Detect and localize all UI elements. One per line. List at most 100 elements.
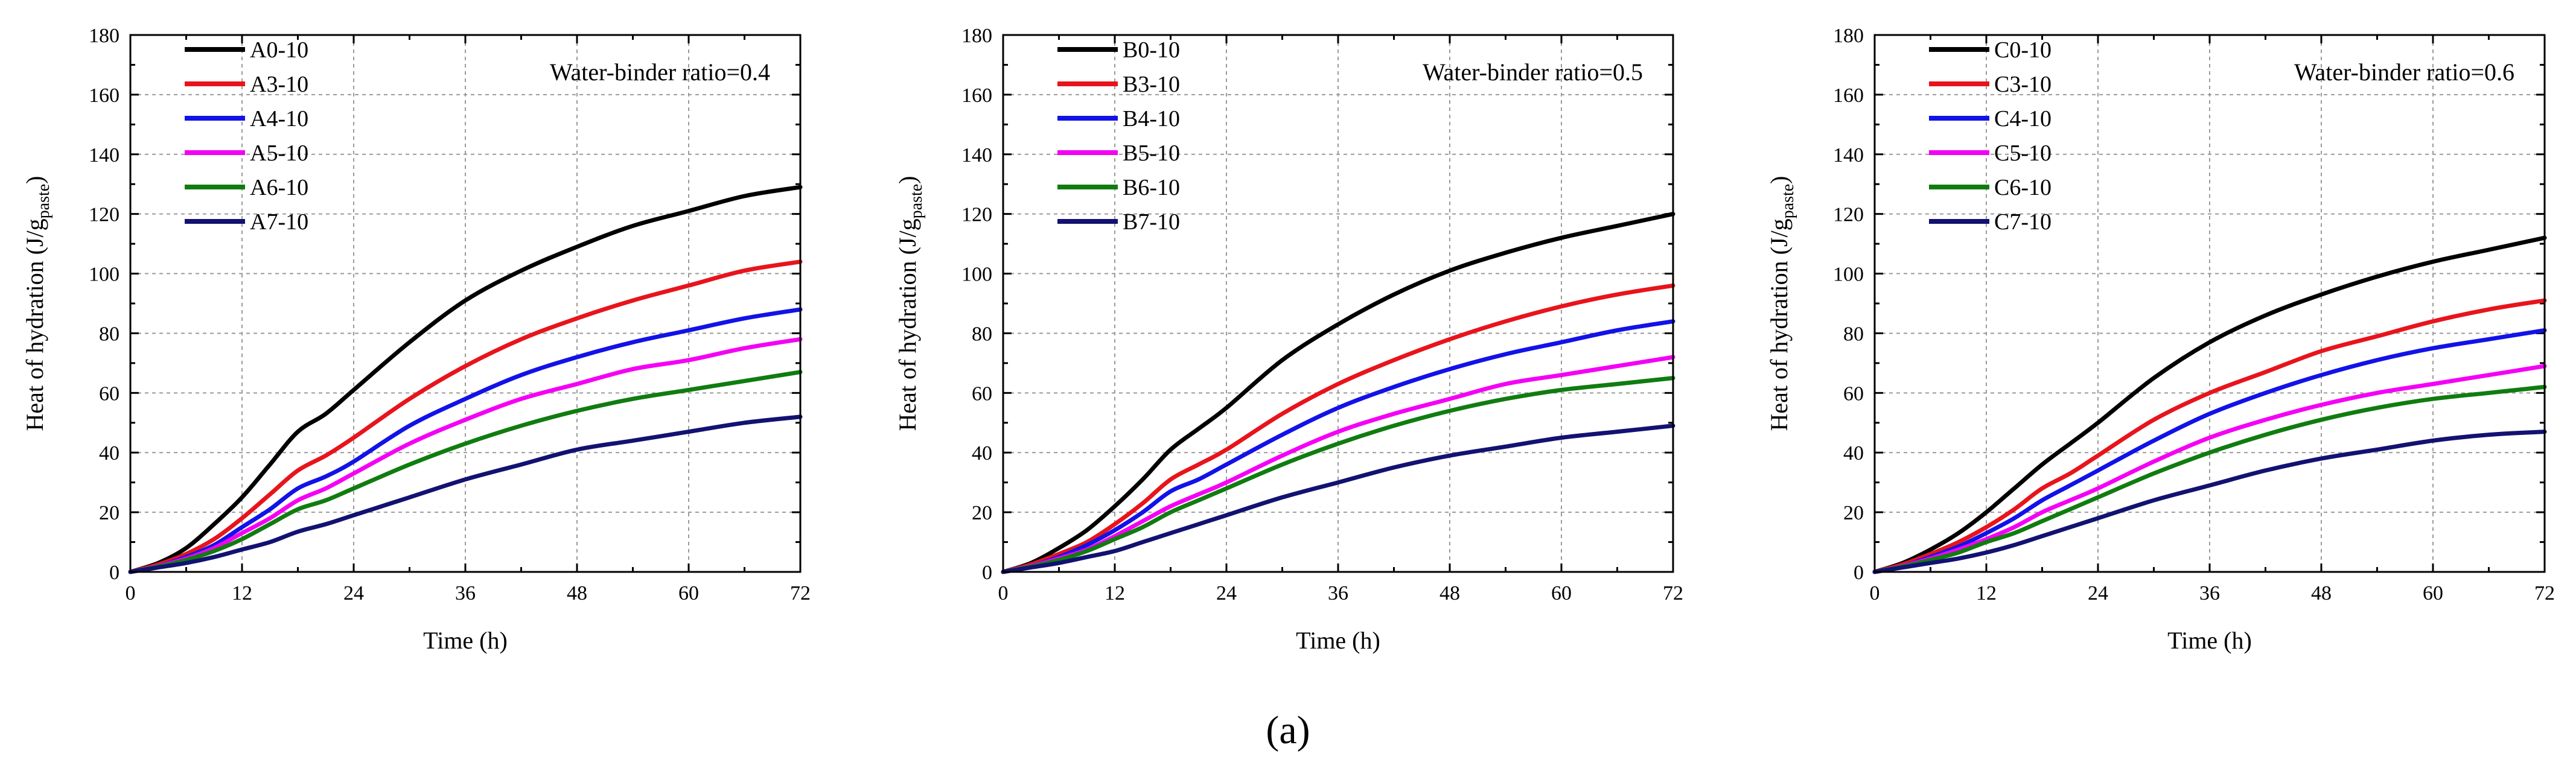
figure-caption: (a): [1266, 708, 1310, 752]
y-axis-title: Heat of hydration (J/gpaste): [21, 176, 53, 431]
series-line-b4-10: [1001, 319, 1675, 574]
y-tick-label: 60: [972, 382, 992, 405]
y-tick-label: 20: [972, 502, 992, 524]
y-tick-label: 140: [1833, 144, 1864, 167]
legend-label: C5-10: [1994, 141, 2052, 166]
y-tick-label: 100: [1833, 264, 1864, 286]
legend-label: C3-10: [1994, 72, 2052, 97]
y-tick-label: 120: [1833, 204, 1864, 226]
x-tick-label: 12: [1976, 582, 1997, 604]
y-tick-label: 40: [1843, 442, 1864, 465]
series-line-a7-10: [128, 414, 803, 574]
x-tick-label: 60: [1551, 582, 1572, 604]
y-tick-label: 100: [89, 264, 120, 286]
x-tick-label: 60: [678, 582, 699, 604]
ratio-annotation: Water-binder ratio=0.5: [1423, 59, 1643, 86]
legend-label: B7-10: [1123, 209, 1180, 235]
legend-label: B6-10: [1123, 175, 1180, 200]
y-tick-label: 100: [961, 264, 992, 286]
y-tick-label: 120: [961, 204, 992, 226]
y-tick-label: 0: [1854, 562, 1864, 584]
series-line-a4-10: [128, 307, 803, 574]
series-line-a6-10: [128, 370, 803, 574]
legend-label: A0-10: [250, 37, 308, 63]
x-tick-label: 24: [1216, 582, 1237, 604]
y-tick-label: 180: [961, 25, 992, 47]
plot-frame: [129, 34, 802, 573]
series-line-c0-10: [1872, 235, 2547, 574]
y-axis-title: Heat of hydration (J/gpaste): [894, 176, 926, 431]
legend-label: A6-10: [250, 175, 308, 200]
y-tick-label: 60: [99, 382, 120, 405]
x-tick-label: 24: [2088, 582, 2108, 604]
series-line-b6-10: [1001, 376, 1675, 574]
series-line-c6-10: [1872, 384, 2547, 574]
series-line-c7-10: [1872, 430, 2547, 574]
legend-label: A5-10: [250, 141, 308, 166]
series-line-c4-10: [1872, 328, 2547, 574]
x-tick-label: 48: [1439, 582, 1460, 604]
y-tick-label: 0: [982, 562, 992, 584]
chart-panel-3: 0 12 24 36 48 60 72 0 20 40 60 80 100 120 140 160 180 C0-…: [1765, 25, 2555, 654]
series-line-b7-10: [1001, 423, 1675, 574]
legend-label: C0-10: [1994, 37, 2052, 63]
series-line-b0-10: [1001, 212, 1675, 574]
y-tick-label: 40: [99, 442, 120, 465]
x-tick-label: 48: [2311, 582, 2332, 604]
x-axis-title: Time (h): [423, 627, 508, 654]
x-tick-label: 36: [2199, 582, 2220, 604]
x-tick-label: 24: [343, 582, 364, 604]
legend-label: A4-10: [250, 106, 308, 132]
legend-label: B0-10: [1123, 37, 1180, 63]
y-axis-title: Heat of hydration (J/gpaste): [1765, 176, 1797, 431]
y-tick-label: 180: [89, 25, 120, 47]
legend-label: A3-10: [250, 72, 308, 97]
series-line-c5-10: [1872, 364, 2547, 574]
x-tick-label: 72: [2534, 582, 2555, 604]
chart-panel-2: 0 12 24 36 48 60 72 0 20 40 60 80 100 120 140 160 180 B0-…: [894, 25, 1683, 654]
x-tick-label: 0: [126, 582, 136, 604]
y-tick-label: 80: [972, 323, 992, 345]
y-tick-label: 60: [1843, 382, 1864, 405]
legend-label: C6-10: [1994, 175, 2052, 200]
y-tick-label: 20: [99, 502, 120, 524]
y-tick-label: 0: [109, 562, 120, 584]
x-tick-label: 36: [455, 582, 476, 604]
ratio-annotation: Water-binder ratio=0.6: [2294, 59, 2514, 86]
x-tick-label: 60: [2423, 582, 2443, 604]
x-tick-label: 0: [1870, 582, 1880, 604]
y-tick-label: 140: [89, 144, 120, 167]
y-tick-label: 80: [1843, 323, 1864, 345]
y-tick-label: 120: [89, 204, 120, 226]
y-tick-label: 160: [89, 84, 120, 107]
legend-label: A7-10: [250, 209, 308, 235]
x-tick-label: 48: [567, 582, 587, 604]
x-tick-label: 0: [998, 582, 1009, 604]
legend-label: B3-10: [1123, 72, 1180, 97]
legend-label: C7-10: [1994, 209, 2052, 235]
legend-label: B5-10: [1123, 141, 1180, 166]
y-tick-label: 40: [972, 442, 992, 465]
series-line-a0-10: [128, 185, 803, 574]
y-tick-label: 140: [961, 144, 992, 167]
x-tick-label: 36: [1328, 582, 1348, 604]
y-tick-label: 80: [99, 323, 120, 345]
legend-label: B4-10: [1123, 106, 1180, 132]
x-tick-label: 72: [790, 582, 811, 604]
series-line-a3-10: [128, 259, 803, 574]
chart-panel-1: 0 12 24 36 48 60 72 0 20 40 60 80 100 120 140 160 180 A0-…: [21, 25, 811, 654]
y-tick-label: 160: [1833, 84, 1864, 107]
y-tick-label: 180: [1833, 25, 1864, 47]
x-axis-title: Time (h): [2167, 627, 2252, 654]
plot-frame: [1002, 34, 1674, 573]
x-tick-label: 72: [1663, 582, 1683, 604]
plot-frame: [1873, 34, 2546, 573]
x-tick-label: 12: [1105, 582, 1125, 604]
x-axis-title: Time (h): [1296, 627, 1380, 654]
y-tick-label: 20: [1843, 502, 1864, 524]
x-tick-label: 12: [232, 582, 252, 604]
y-tick-label: 160: [961, 84, 992, 107]
legend-label: C4-10: [1994, 106, 2052, 132]
series-line-a5-10: [128, 337, 803, 574]
